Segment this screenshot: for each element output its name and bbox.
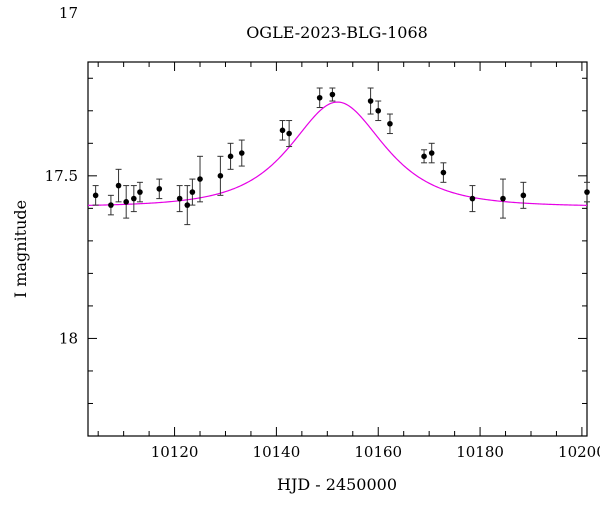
y-tick-label: 17	[59, 4, 78, 22]
chart-title: OGLE-2023-BLG-1068	[246, 23, 428, 42]
data-point	[469, 195, 476, 202]
data-point	[440, 169, 447, 176]
x-tick-labels: 10120 10140 10160 10180 10200	[151, 443, 600, 461]
data-point	[329, 91, 336, 98]
data-point	[316, 94, 323, 101]
axis-ticks	[88, 62, 587, 437]
data-point	[189, 189, 196, 195]
data-point	[387, 120, 393, 127]
data-point	[428, 150, 435, 156]
data-point	[115, 182, 122, 189]
data-point	[500, 195, 506, 202]
data-point	[520, 192, 527, 199]
data-point	[137, 189, 143, 195]
data-point	[176, 195, 183, 202]
data-point	[227, 153, 234, 160]
x-tick-label: 10160	[354, 443, 402, 461]
data-point	[279, 127, 286, 134]
data-point	[108, 202, 114, 208]
y-tick-label: 17.5	[45, 167, 78, 185]
x-tick-label: 10140	[253, 443, 301, 461]
data-point	[131, 195, 137, 202]
y-tick-label: 18	[59, 329, 78, 347]
data-point	[421, 153, 427, 160]
data-point	[184, 202, 191, 208]
x-tick-label: 10200	[558, 443, 600, 461]
data-point	[375, 107, 382, 114]
x-tick-label: 10120	[151, 443, 199, 461]
data-point	[238, 150, 245, 156]
data-point	[197, 176, 203, 182]
data-point	[92, 192, 99, 199]
model-curve	[87, 101, 588, 206]
plot-frame	[87, 61, 588, 437]
data-point	[584, 189, 590, 195]
error-bars	[92, 87, 590, 226]
data-point	[217, 173, 224, 179]
data-points	[92, 91, 590, 208]
x-tick-label: 10180	[456, 443, 504, 461]
y-axis-label: I magnitude	[11, 200, 30, 298]
data-point	[286, 130, 292, 137]
data-point	[367, 98, 374, 104]
data-point	[156, 186, 163, 192]
x-axis-label: HJD - 2450000	[277, 475, 397, 494]
y-tick-labels: 17 17.5 18	[45, 4, 78, 347]
data-point	[123, 199, 129, 205]
